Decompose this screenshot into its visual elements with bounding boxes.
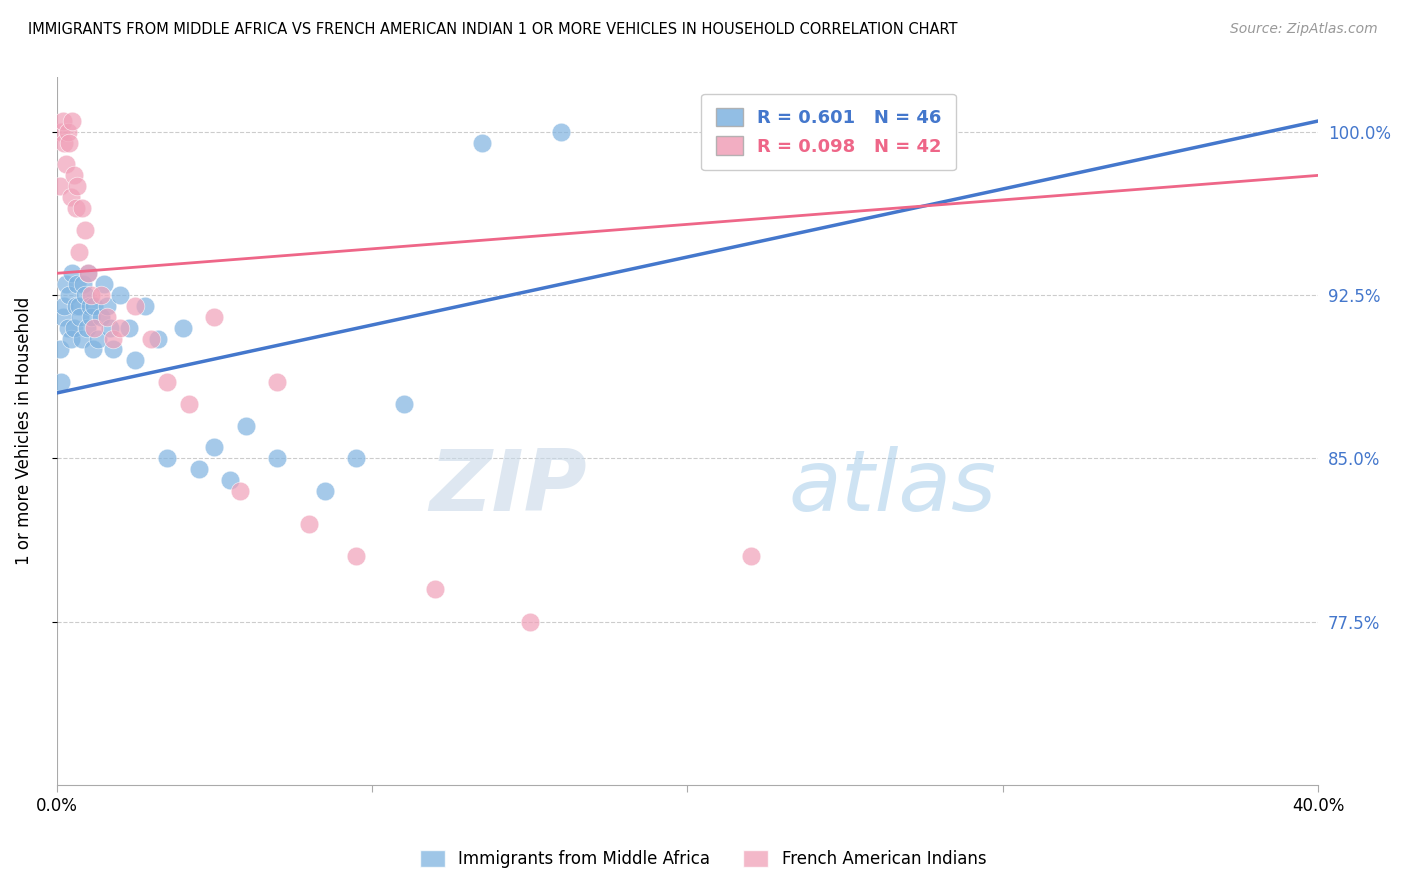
- Point: [55, 277, 77, 292]
- Point: [52, 114, 75, 128]
- Point: [108, 320, 131, 334]
- Point: [392, 397, 415, 411]
- Point: [423, 582, 446, 596]
- Point: [56, 320, 79, 334]
- Point: [70, 201, 93, 215]
- Point: [63, 169, 86, 183]
- Point: [69, 310, 91, 324]
- Point: [51, 375, 73, 389]
- Point: [76, 320, 98, 334]
- Point: [55, 157, 77, 171]
- Point: [65, 299, 87, 313]
- Point: [60, 266, 83, 280]
- Point: [156, 375, 179, 389]
- Point: [51, 125, 73, 139]
- Point: [83, 299, 105, 313]
- Point: [219, 473, 242, 487]
- Point: [550, 125, 572, 139]
- Text: ZIP: ZIP: [429, 446, 586, 529]
- Point: [124, 353, 146, 368]
- Point: [58, 136, 80, 150]
- Point: [49, 343, 72, 357]
- Point: [58, 288, 80, 302]
- Point: [103, 343, 125, 357]
- Point: [298, 516, 321, 531]
- Point: [98, 320, 121, 334]
- Point: [740, 549, 762, 564]
- Point: [70, 332, 93, 346]
- Point: [52, 310, 75, 324]
- Point: [59, 332, 82, 346]
- Point: [63, 320, 86, 334]
- Point: [266, 375, 288, 389]
- Point: [141, 332, 163, 346]
- Point: [53, 299, 76, 313]
- Point: [124, 299, 146, 313]
- Point: [60, 114, 83, 128]
- Point: [77, 266, 100, 280]
- Point: [49, 179, 72, 194]
- Point: [72, 277, 94, 292]
- Point: [66, 277, 89, 292]
- Point: [344, 451, 367, 466]
- Point: [187, 462, 209, 476]
- Point: [86, 332, 108, 346]
- Point: [228, 483, 250, 498]
- Point: [59, 190, 82, 204]
- Point: [266, 451, 288, 466]
- Point: [79, 299, 101, 313]
- Y-axis label: 1 or more Vehicles in Household: 1 or more Vehicles in Household: [15, 297, 32, 566]
- Point: [67, 244, 90, 259]
- Legend: R = 0.601   N = 46, R = 0.098   N = 42: R = 0.601 N = 46, R = 0.098 N = 42: [702, 94, 956, 170]
- Point: [202, 441, 225, 455]
- Point: [314, 483, 336, 498]
- Point: [53, 136, 76, 150]
- Point: [146, 332, 169, 346]
- Point: [177, 397, 200, 411]
- Point: [118, 320, 141, 334]
- Point: [96, 299, 118, 313]
- Point: [56, 125, 79, 139]
- Point: [156, 451, 179, 466]
- Point: [519, 615, 541, 629]
- Point: [83, 320, 105, 334]
- Point: [66, 179, 89, 194]
- Point: [202, 310, 225, 324]
- Point: [77, 266, 100, 280]
- Text: IMMIGRANTS FROM MIDDLE AFRICA VS FRENCH AMERICAN INDIAN 1 OR MORE VEHICLES IN HO: IMMIGRANTS FROM MIDDLE AFRICA VS FRENCH …: [28, 22, 957, 37]
- Point: [103, 332, 125, 346]
- Point: [73, 223, 96, 237]
- Point: [134, 299, 156, 313]
- Point: [108, 288, 131, 302]
- Point: [471, 136, 494, 150]
- Point: [172, 320, 194, 334]
- Point: [67, 299, 90, 313]
- Point: [82, 343, 104, 357]
- Point: [90, 288, 112, 302]
- Point: [90, 310, 112, 324]
- Point: [93, 277, 115, 292]
- Point: [96, 310, 118, 324]
- Point: [73, 288, 96, 302]
- Text: atlas: atlas: [789, 446, 997, 529]
- Text: Source: ZipAtlas.com: Source: ZipAtlas.com: [1230, 22, 1378, 37]
- Legend: Immigrants from Middle Africa, French American Indians: Immigrants from Middle Africa, French Am…: [413, 843, 993, 875]
- Point: [235, 418, 257, 433]
- Point: [344, 549, 367, 564]
- Point: [80, 288, 103, 302]
- Point: [80, 310, 103, 324]
- Point: [65, 201, 87, 215]
